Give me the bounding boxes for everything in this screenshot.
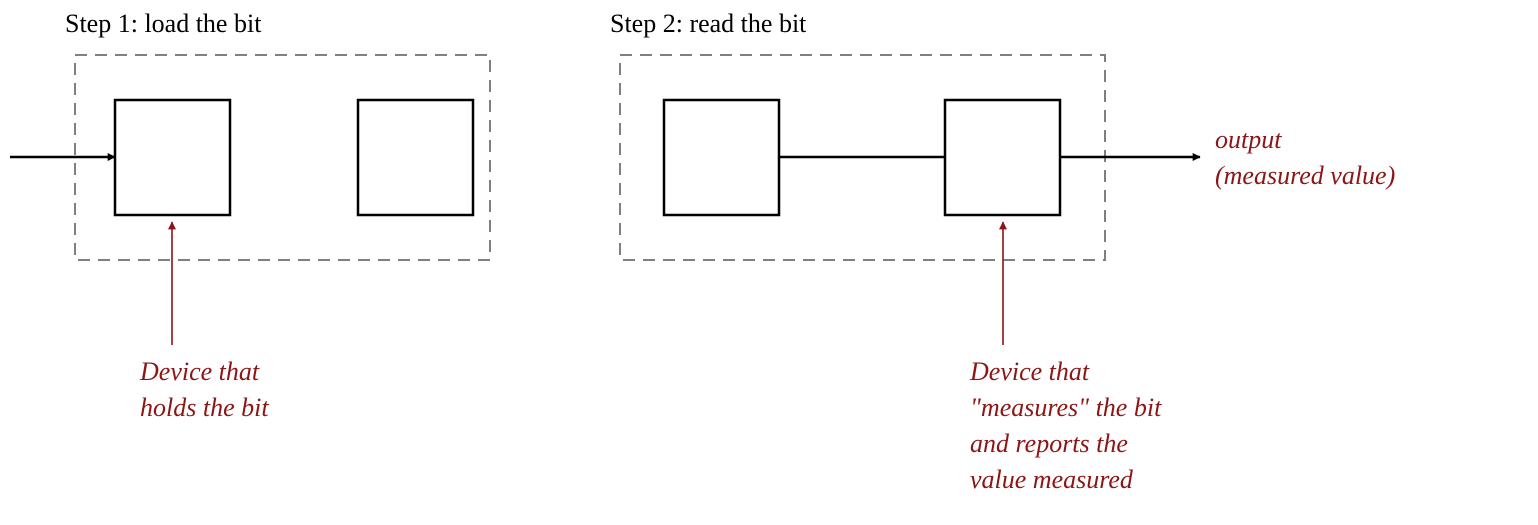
bit-diagram: Step 1: load the bit Device thatholds the… [0,0,1538,525]
step2-output-text: output(measured value) [1215,125,1395,190]
step1-bit-holder-box [115,100,230,215]
step2-measure-box [945,100,1060,215]
step2-annot-text: Device that"measures" the bitand reports… [969,357,1162,494]
step1-annot-text: Device thatholds the bit [139,357,269,422]
step2-title: Step 2: read the bit [610,9,807,38]
step2-bit-holder-box [664,100,779,215]
step1-measure-box [358,100,473,215]
step1-title: Step 1: load the bit [65,9,262,38]
